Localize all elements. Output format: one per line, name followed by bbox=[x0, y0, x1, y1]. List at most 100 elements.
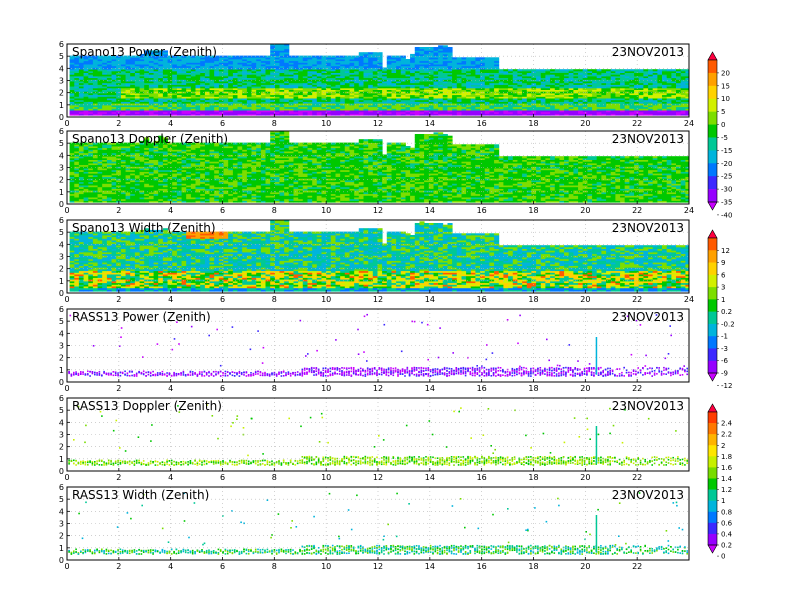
data-cell bbox=[475, 89, 481, 92]
data-cell bbox=[111, 147, 117, 150]
data-cell bbox=[102, 105, 108, 108]
data-cell bbox=[335, 69, 341, 72]
data-cell bbox=[97, 74, 103, 77]
data-cell bbox=[134, 178, 140, 181]
data-cell bbox=[232, 89, 238, 92]
data-cell bbox=[564, 103, 570, 106]
data-cell bbox=[358, 103, 364, 106]
data-cell bbox=[102, 69, 108, 72]
data-cell bbox=[134, 106, 140, 109]
data-cell bbox=[111, 105, 117, 108]
data-cell bbox=[232, 65, 238, 68]
data-cell bbox=[428, 64, 434, 67]
data-cell bbox=[120, 157, 126, 160]
data-cell bbox=[452, 69, 458, 72]
data-cell bbox=[97, 60, 103, 63]
data-cell bbox=[461, 67, 467, 70]
data-cell bbox=[419, 48, 425, 51]
data-cell bbox=[162, 67, 168, 70]
data-cell bbox=[237, 59, 243, 62]
data-cell bbox=[97, 198, 103, 201]
data-cell bbox=[330, 62, 336, 65]
data-cell bbox=[74, 96, 80, 99]
data-cell bbox=[438, 96, 444, 99]
data-cell bbox=[120, 94, 126, 97]
data-cell bbox=[125, 185, 131, 188]
data-cell bbox=[232, 60, 238, 63]
data-cell bbox=[162, 87, 168, 90]
data-cell bbox=[321, 108, 327, 111]
data-cell bbox=[92, 176, 98, 179]
data-cell bbox=[148, 60, 154, 63]
data-cell bbox=[120, 96, 126, 99]
data-cell bbox=[307, 113, 313, 116]
data-cell bbox=[372, 52, 378, 55]
data-cell bbox=[433, 82, 439, 85]
data-cell bbox=[242, 108, 248, 111]
data-cell bbox=[484, 103, 490, 106]
data-cell bbox=[102, 55, 108, 58]
data-cell bbox=[78, 142, 84, 145]
data-cell bbox=[125, 57, 131, 60]
data-cell bbox=[288, 110, 294, 113]
data-cell bbox=[78, 105, 84, 108]
data-cell bbox=[447, 94, 453, 97]
data-cell bbox=[354, 110, 360, 113]
data-cell bbox=[330, 106, 336, 109]
data-cell bbox=[652, 103, 658, 106]
data-cell bbox=[620, 86, 626, 89]
data-cell bbox=[615, 72, 621, 75]
data-cell bbox=[144, 111, 150, 114]
data-cell bbox=[498, 96, 504, 99]
data-cell bbox=[260, 94, 266, 97]
data-cell bbox=[218, 110, 224, 113]
data-cell bbox=[223, 77, 229, 80]
data-cell bbox=[106, 157, 112, 160]
data-cell bbox=[568, 77, 574, 80]
data-cell bbox=[344, 98, 350, 101]
data-cell bbox=[508, 98, 514, 101]
data-cell bbox=[503, 110, 509, 113]
data-cell bbox=[92, 62, 98, 65]
data-cell bbox=[83, 178, 89, 181]
data-cell bbox=[522, 70, 528, 73]
data-cell bbox=[102, 94, 108, 97]
data-cell bbox=[517, 101, 523, 104]
data-cell bbox=[559, 82, 565, 85]
data-cell bbox=[494, 108, 500, 111]
data-cell bbox=[428, 81, 434, 84]
data-cell bbox=[578, 69, 584, 72]
data-cell bbox=[242, 59, 248, 62]
data-cell bbox=[88, 79, 94, 82]
data-cell bbox=[531, 110, 537, 113]
data-cell bbox=[620, 98, 626, 101]
data-cell bbox=[596, 89, 602, 92]
data-cell bbox=[144, 59, 150, 62]
data-cell bbox=[116, 65, 122, 68]
data-cell bbox=[662, 101, 668, 104]
data-cell bbox=[74, 108, 80, 111]
data-cell bbox=[78, 65, 84, 68]
data-cell bbox=[335, 59, 341, 62]
data-cell bbox=[428, 65, 434, 68]
data-cell bbox=[428, 69, 434, 72]
data-cell bbox=[466, 81, 472, 84]
data-cell bbox=[624, 94, 630, 97]
data-cell bbox=[372, 69, 378, 72]
data-cell bbox=[428, 50, 434, 53]
data-cell bbox=[111, 67, 117, 70]
data-cell bbox=[340, 69, 346, 72]
data-cell bbox=[242, 89, 248, 92]
data-cell bbox=[302, 79, 308, 82]
data-cell bbox=[335, 110, 341, 113]
data-cell bbox=[97, 111, 103, 114]
data-cell bbox=[671, 87, 677, 90]
data-cell bbox=[568, 89, 574, 92]
data-cell bbox=[88, 86, 94, 89]
data-cell bbox=[508, 87, 514, 90]
data-cell bbox=[349, 65, 355, 68]
data-cell bbox=[391, 94, 397, 97]
data-cell bbox=[88, 72, 94, 75]
data-cell bbox=[293, 77, 299, 80]
data-cell bbox=[428, 111, 434, 114]
